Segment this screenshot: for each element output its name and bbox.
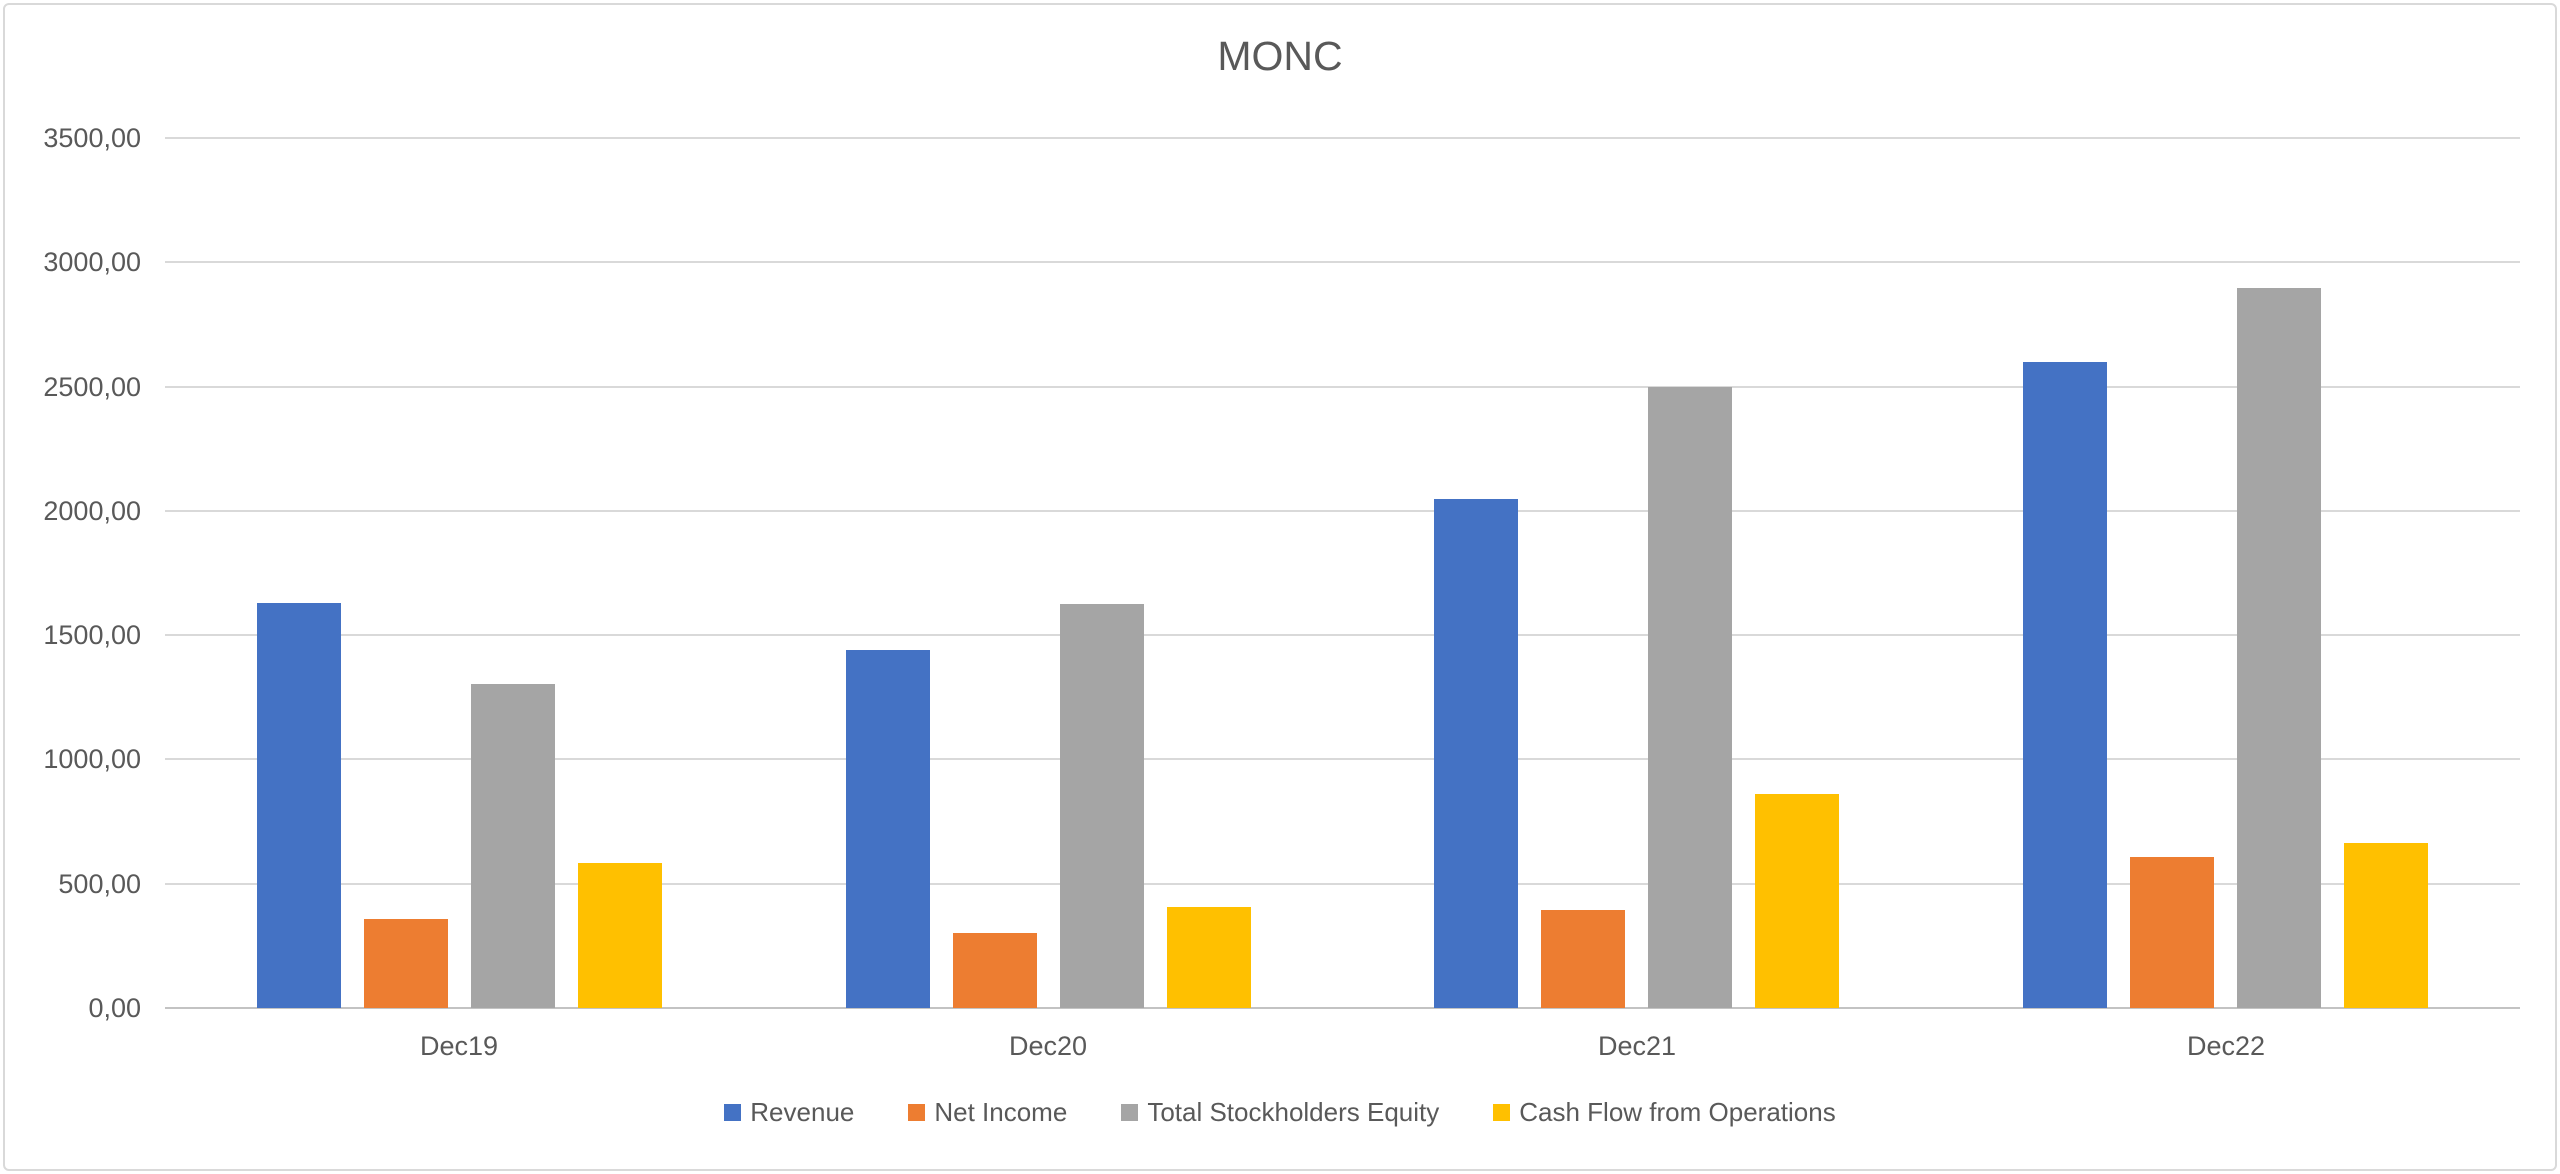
legend: Revenue Net Income Total Stockholders Equi… xyxy=(5,1097,2555,1128)
y-tick-label: 0,00 xyxy=(88,993,141,1023)
legend-swatch-icon xyxy=(908,1104,926,1121)
legend-item-net-income: Net Income xyxy=(908,1097,1067,1128)
gridline xyxy=(165,137,2520,139)
bar-net-income-dec20 xyxy=(953,933,1037,1008)
bar-net-income-dec22 xyxy=(2130,857,2214,1008)
y-tick-label: 1000,00 xyxy=(43,744,141,774)
chart-frame: MONC 3500,00 3000,00 2500,00 2000,00 1500,00… xyxy=(3,3,2557,1171)
gridline xyxy=(165,510,2520,512)
bar-net-income-dec19 xyxy=(364,919,448,1008)
bar-total-stockholders-equity-dec21 xyxy=(1648,387,1732,1008)
bar-revenue-dec19 xyxy=(257,603,341,1008)
bar-net-income-dec21 xyxy=(1541,910,1625,1008)
y-tick-label: 2000,00 xyxy=(43,496,141,526)
bar-revenue-dec22 xyxy=(2023,362,2107,1008)
legend-label: Cash Flow from Operations xyxy=(1519,1097,1836,1127)
x-tick-label-dec19: Dec19 xyxy=(419,1031,499,1061)
legend-label: Total Stockholders Equity xyxy=(1147,1097,1440,1127)
legend-label: Revenue xyxy=(750,1097,855,1127)
legend-item-revenue: Revenue xyxy=(724,1097,854,1128)
legend-label: Net Income xyxy=(934,1097,1068,1127)
y-tick-label: 3000,00 xyxy=(43,247,141,277)
y-tick-label: 1500,00 xyxy=(43,620,141,650)
gridline xyxy=(165,386,2520,388)
bar-cash-flow-from-operations-dec20 xyxy=(1167,907,1251,1008)
x-tick-label-dec20: Dec20 xyxy=(1008,1031,1088,1061)
bar-total-stockholders-equity-dec20 xyxy=(1060,604,1144,1008)
legend-swatch-icon xyxy=(1493,1104,1511,1121)
legend-item-total-stockholders-equity: Total Stockholders Equity xyxy=(1121,1097,1439,1128)
x-tick-label-dec22: Dec22 xyxy=(2186,1031,2266,1061)
plot-area xyxy=(165,137,2520,1009)
chart-title: MONC xyxy=(1217,33,1343,79)
y-tick-label: 2500,00 xyxy=(43,372,141,402)
gridline xyxy=(165,883,2520,885)
bar-revenue-dec21 xyxy=(1434,499,1518,1008)
bar-cash-flow-from-operations-dec19 xyxy=(578,863,662,1008)
gridline xyxy=(165,261,2520,263)
y-tick-label: 3500,00 xyxy=(43,123,141,153)
legend-item-cash-flow-from-operations: Cash Flow from Operations xyxy=(1493,1097,1836,1128)
legend-swatch-icon xyxy=(1121,1104,1139,1121)
y-tick-label: 500,00 xyxy=(58,869,141,899)
bar-total-stockholders-equity-dec19 xyxy=(471,684,555,1008)
bar-cash-flow-from-operations-dec22 xyxy=(2344,843,2428,1008)
gridline xyxy=(165,634,2520,636)
bar-cash-flow-from-operations-dec21 xyxy=(1755,794,1839,1008)
bar-revenue-dec20 xyxy=(846,650,930,1008)
legend-swatch-icon xyxy=(724,1104,742,1121)
gridline xyxy=(165,758,2520,760)
x-tick-label-dec21: Dec21 xyxy=(1597,1031,1677,1061)
bar-total-stockholders-equity-dec22 xyxy=(2237,288,2321,1008)
x-axis-line xyxy=(165,1007,2520,1009)
